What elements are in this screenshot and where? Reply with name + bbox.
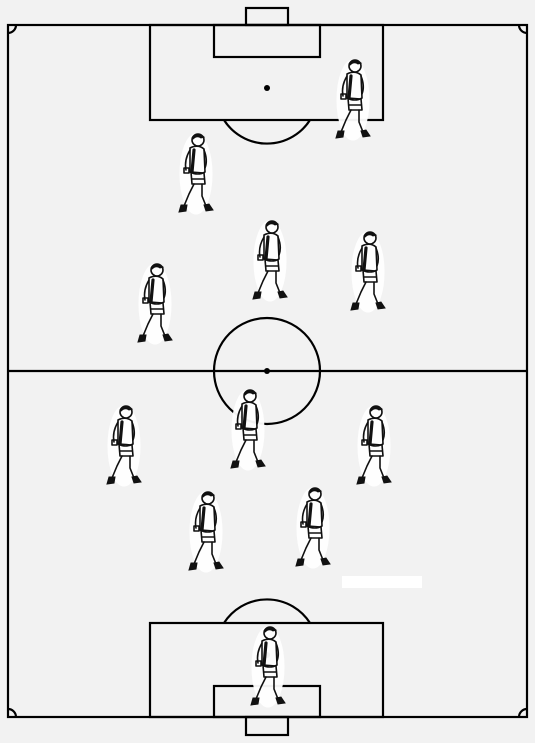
corner-arc-bottom-left: [7, 707, 18, 718]
player-icon[interactable]: [127, 262, 179, 346]
corner-arc-top-left: [7, 24, 18, 35]
player-icon[interactable]: [285, 486, 337, 570]
corner-arc-top-right: [517, 24, 528, 35]
player-icon[interactable]: [325, 58, 377, 142]
player-icon[interactable]: [242, 219, 294, 303]
player-icon[interactable]: [168, 132, 220, 216]
player-icon[interactable]: [346, 404, 398, 488]
centre-circle: [212, 316, 322, 426]
top-penalty-arc: [223, 119, 311, 145]
player-icon[interactable]: [220, 388, 272, 472]
centre-spot: [264, 368, 270, 374]
player-icon[interactable]: [96, 404, 148, 488]
corner-arc-bottom-right: [517, 707, 528, 718]
top-goal-area: [212, 23, 322, 59]
player-icon[interactable]: [178, 490, 230, 574]
bottom-penalty-arc: [223, 598, 311, 624]
player-icon[interactable]: [340, 230, 392, 314]
player-icon[interactable]: [240, 625, 292, 709]
white-marker-strip: [342, 576, 422, 588]
top-penalty-spot: [264, 85, 270, 91]
